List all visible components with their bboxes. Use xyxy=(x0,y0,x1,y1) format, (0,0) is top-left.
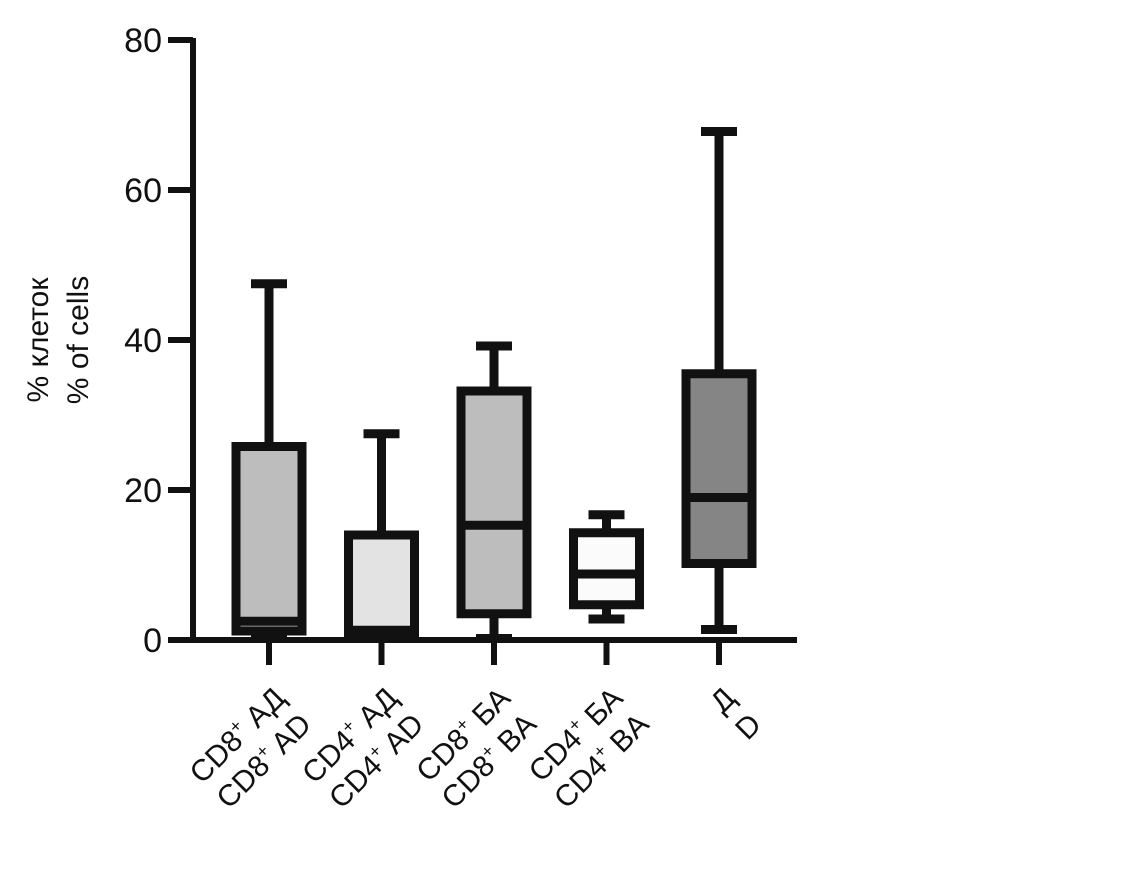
box-group xyxy=(456,341,532,643)
box-group xyxy=(231,279,307,643)
iqr-box xyxy=(231,442,307,636)
iqr-box xyxy=(344,530,419,641)
y-axis-title-line: % клеток xyxy=(22,277,55,403)
y-axis: 0 20 40 60 80 xyxy=(124,22,196,660)
iqr-box xyxy=(456,386,532,619)
box-group xyxy=(569,510,644,624)
y-tick-label: 20 xyxy=(124,472,162,510)
y-tick-label: 80 xyxy=(124,22,162,60)
y-tick-label: 0 xyxy=(143,622,162,660)
x-tick-label-line1: Д xyxy=(704,682,742,720)
y-tick-label: 60 xyxy=(124,172,162,210)
boxes xyxy=(231,127,757,643)
y-axis-title: % клеток% of cells xyxy=(22,276,95,404)
y-tick-label: 40 xyxy=(124,322,162,360)
x-tick-label-line2: D xyxy=(729,708,768,747)
box-group xyxy=(344,429,419,643)
y-axis-title-line: % of cells xyxy=(62,276,95,404)
box-group xyxy=(681,127,757,634)
iqr-box xyxy=(681,369,757,568)
iqr-box xyxy=(569,528,644,610)
